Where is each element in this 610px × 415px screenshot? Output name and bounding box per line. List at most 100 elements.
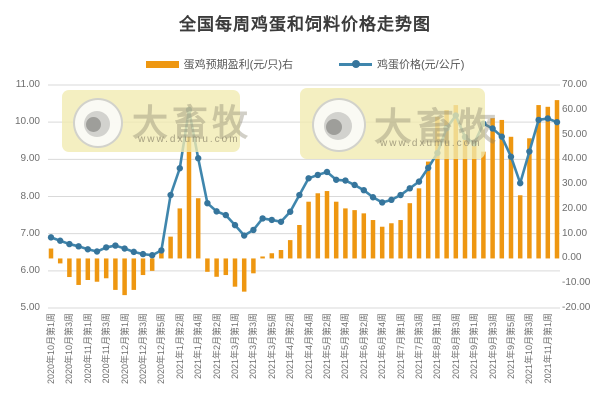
profit-bar: [186, 136, 192, 259]
profit-bar: [149, 258, 155, 271]
right-axis-tick: 10.00: [562, 227, 588, 239]
right-axis-tick: 60.00: [562, 103, 588, 115]
egg-price-point: [112, 242, 119, 249]
x-axis-label: 2020年10月第3周: [64, 313, 75, 385]
profit-bar: [57, 258, 63, 264]
egg-price-point: [553, 118, 561, 126]
left-axis-tick: 10.00: [14, 116, 40, 128]
egg-price-point: [277, 218, 285, 225]
watermark-brand-text: 大畜牧: [132, 102, 253, 143]
egg-price-point: [333, 176, 340, 183]
x-axis-label: 2021年6月第2周: [358, 313, 369, 380]
left-axis-tick: 8.00: [20, 190, 40, 202]
profit-bar: [122, 258, 127, 296]
x-axis-label: 2021年1月第4周: [193, 313, 204, 380]
watermark-badge-left: 大畜牧 www.dxumu.com: [62, 90, 248, 152]
profit-bar: [370, 220, 376, 259]
profit-bar: [168, 236, 173, 259]
watermark-url-text: www.dxumu.com: [138, 134, 240, 145]
eye-pupil: [326, 119, 342, 135]
x-axis-label: 2021年3月第3周: [248, 313, 259, 380]
x-axis-label: 2021年7月第1周: [395, 313, 406, 380]
x-axis-label: 2021年7月第3周: [414, 313, 424, 380]
left-axis-tick: 5.00: [20, 302, 40, 313]
egg-price-point: [213, 208, 220, 215]
egg-price-point: [84, 246, 92, 253]
egg-price-point: [507, 153, 515, 160]
profit-bar: [85, 258, 91, 281]
egg-price-point: [498, 133, 505, 140]
chart-legend: 蛋鸡预期盈利(元/只)右 鸡蛋价格(元/公斤): [0, 56, 610, 72]
right-axis-tick: 70.00: [562, 79, 588, 90]
egg-price-point: [406, 185, 413, 192]
x-axis-label: 2021年4月第4周: [303, 313, 314, 380]
egg-price-point: [93, 248, 101, 255]
egg-price-point: [517, 179, 524, 187]
egg-price-point: [149, 252, 156, 259]
x-axis-label: 2021年8月第1周: [432, 313, 443, 380]
x-axis-label: 2020年12月第5周: [156, 313, 167, 385]
right-axis-tick: 50.00: [562, 128, 588, 140]
profit-bar: [113, 258, 118, 290]
egg-price-point: [397, 191, 404, 199]
left-axis-tick: 6.00: [20, 264, 40, 276]
profit-bar: [490, 118, 495, 259]
egg-price-point: [342, 177, 349, 184]
profit-bar: [499, 119, 505, 259]
egg-price-point: [259, 215, 266, 222]
legend-label-egg-price: 鸡蛋价格(元/公斤): [377, 59, 465, 71]
profit-bar: [159, 250, 164, 259]
profit-bar: [306, 201, 311, 259]
profit-bar: [214, 258, 219, 277]
egg-price-point: [47, 234, 55, 241]
profit-bar: [444, 110, 449, 259]
profit-bar: [315, 193, 321, 259]
egg-price-point: [139, 250, 147, 258]
egg-price-point: [379, 199, 386, 206]
egg-price-point: [241, 232, 248, 239]
profit-bar: [269, 253, 275, 259]
egg-price-point: [121, 245, 128, 252]
profit-bar: [361, 213, 367, 259]
x-axis-label: 2020年11月第3周: [101, 313, 112, 384]
right-axis-tick: -20.00: [562, 302, 591, 313]
egg-price-point: [204, 199, 211, 207]
profit-bar: [67, 258, 72, 278]
x-axis-label: 2021年3月第5周: [266, 313, 277, 380]
profit-bar: [297, 224, 302, 259]
profit-bar: [352, 210, 357, 259]
egg-price-point: [314, 171, 321, 179]
profit-bar: [205, 258, 210, 272]
profit-bar: [333, 201, 339, 259]
egg-price-point: [544, 115, 551, 122]
egg-price-point: [231, 221, 239, 229]
egg-price-point: [526, 148, 533, 155]
profit-bar: [324, 191, 330, 259]
profit-bar: [554, 100, 560, 259]
right-axis-tick: 30.00: [562, 178, 588, 190]
profit-bar: [481, 151, 486, 259]
watermark-url-text: www.dxumu.com: [380, 138, 482, 149]
profit-bar: [260, 256, 265, 259]
eye-pupil: [86, 117, 101, 132]
egg-price-point: [268, 216, 275, 224]
egg-price-point: [415, 178, 423, 185]
x-axis-label: 2020年12月第1周: [119, 313, 130, 385]
profit-bar: [398, 220, 403, 259]
x-axis-label: 2021年11月第1周: [542, 313, 553, 384]
profit-bar: [103, 258, 109, 279]
egg-price-point: [57, 237, 64, 244]
profit-bar: [223, 258, 229, 276]
profit-bar: [251, 258, 256, 274]
profit-bar: [425, 161, 431, 259]
x-axis-label: 2021年9月第5周: [506, 313, 516, 380]
right-axis-tick: 40.00: [562, 153, 588, 165]
legend-item-profit-bar: 蛋鸡预期盈利(元/只)右: [145, 56, 293, 72]
egg-price-point: [195, 155, 202, 162]
watermark-brand-text: 大畜牧: [374, 107, 501, 149]
profit-bar: [76, 258, 81, 285]
egg-price-point: [323, 168, 331, 176]
line-swatch-marker-icon: [352, 60, 360, 68]
profit-bar: [241, 258, 247, 292]
